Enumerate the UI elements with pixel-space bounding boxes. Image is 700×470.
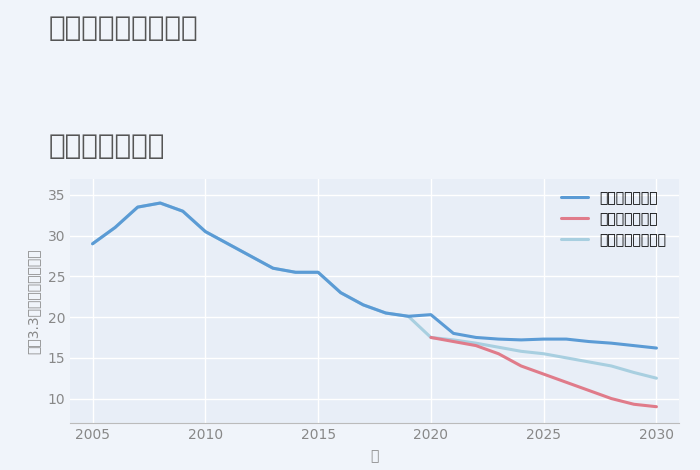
グッドシナリオ (201, 229, 209, 235)
ノーマルシナリオ (337, 290, 345, 296)
X-axis label: 年: 年 (370, 449, 379, 463)
ノーマルシナリオ (540, 351, 548, 357)
Legend: グッドシナリオ, バッドシナリオ, ノーマルシナリオ: グッドシナリオ, バッドシナリオ, ノーマルシナリオ (555, 186, 672, 252)
ノーマルシナリオ (494, 345, 503, 350)
ノーマルシナリオ (382, 310, 390, 316)
グッドシナリオ (178, 208, 187, 214)
ノーマルシナリオ (404, 313, 412, 319)
ノーマルシナリオ (111, 225, 119, 230)
Line: ノーマルシナリオ: ノーマルシナリオ (92, 203, 657, 378)
グッドシナリオ (291, 269, 300, 275)
グッドシナリオ (449, 330, 458, 336)
グッドシナリオ (630, 343, 638, 348)
バッドシナリオ (517, 363, 525, 369)
バッドシナリオ (652, 404, 661, 409)
Text: 土地の価格推移: 土地の価格推移 (49, 132, 165, 160)
グッドシナリオ (269, 266, 277, 271)
グッドシナリオ (494, 336, 503, 342)
グッドシナリオ (111, 225, 119, 230)
バッドシナリオ (427, 335, 435, 340)
ノーマルシナリオ (156, 200, 164, 206)
Text: 三重県桑名市安永の: 三重県桑名市安永の (49, 14, 199, 42)
ノーマルシナリオ (517, 348, 525, 354)
グッドシナリオ (156, 200, 164, 206)
ノーマルシナリオ (562, 355, 570, 360)
ノーマルシナリオ (472, 340, 480, 346)
グッドシナリオ (562, 336, 570, 342)
ノーマルシナリオ (291, 269, 300, 275)
ノーマルシナリオ (607, 363, 615, 369)
ノーマルシナリオ (224, 241, 232, 247)
ノーマルシナリオ (134, 204, 142, 210)
ノーマルシナリオ (427, 335, 435, 340)
バッドシナリオ (630, 401, 638, 407)
バッドシナリオ (472, 343, 480, 348)
グッドシナリオ (246, 253, 255, 259)
バッドシナリオ (562, 379, 570, 385)
ノーマルシナリオ (88, 241, 97, 247)
Y-axis label: 坪（3.3㎡）単価（万円）: 坪（3.3㎡）単価（万円） (27, 248, 41, 353)
バッドシナリオ (607, 396, 615, 401)
グッドシナリオ (540, 336, 548, 342)
グッドシナリオ (584, 339, 593, 345)
ノーマルシナリオ (359, 302, 368, 308)
グッドシナリオ (359, 302, 368, 308)
グッドシナリオ (337, 290, 345, 296)
グッドシナリオ (427, 312, 435, 317)
バッドシナリオ (449, 339, 458, 345)
ノーマルシナリオ (630, 370, 638, 376)
グッドシナリオ (472, 335, 480, 340)
グッドシナリオ (607, 340, 615, 346)
ノーマルシナリオ (246, 253, 255, 259)
グッドシナリオ (652, 345, 661, 351)
グッドシナリオ (224, 241, 232, 247)
ノーマルシナリオ (584, 359, 593, 365)
グッドシナリオ (134, 204, 142, 210)
グッドシナリオ (314, 269, 322, 275)
グッドシナリオ (517, 337, 525, 343)
ノーマルシナリオ (201, 229, 209, 235)
ノーマルシナリオ (449, 337, 458, 343)
バッドシナリオ (584, 388, 593, 393)
バッドシナリオ (540, 371, 548, 377)
ノーマルシナリオ (652, 376, 661, 381)
ノーマルシナリオ (178, 208, 187, 214)
Line: バッドシナリオ: バッドシナリオ (431, 337, 657, 407)
グッドシナリオ (382, 310, 390, 316)
ノーマルシナリオ (269, 266, 277, 271)
バッドシナリオ (494, 351, 503, 357)
ノーマルシナリオ (314, 269, 322, 275)
Line: グッドシナリオ: グッドシナリオ (92, 203, 657, 348)
グッドシナリオ (404, 313, 412, 319)
グッドシナリオ (88, 241, 97, 247)
